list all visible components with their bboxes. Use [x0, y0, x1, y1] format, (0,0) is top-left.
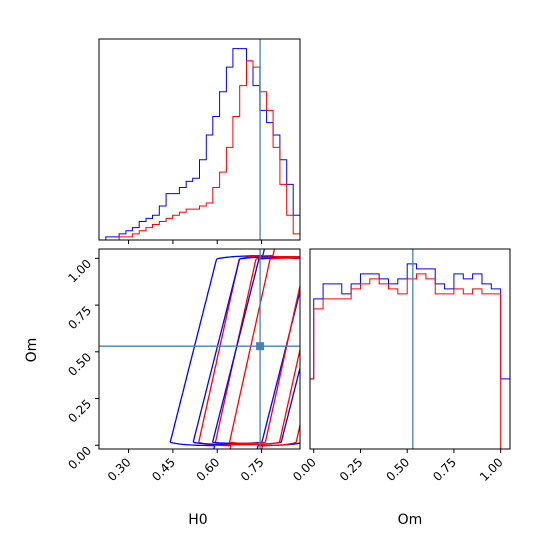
h0-hist-series-2 — [99, 60, 300, 240]
om-hist-frame — [309, 248, 511, 450]
xlabel-om: Om — [398, 512, 423, 528]
contour-series-1-level-3 — [211, 257, 300, 444]
om-hist-series-1 — [310, 263, 510, 449]
om-hist-xtick-label: 1.00 — [477, 455, 506, 484]
h0-om-contour-panel: 0.30 0.45 0.60 0.75 0.00 0.25 0.50 0.75 1.00 — [65, 248, 301, 484]
om-histogram-panel: 0.00 0.25 0.50 0.75 1.00 — [290, 248, 511, 484]
truth-marker — [256, 342, 265, 351]
contour-series-2-level-3 — [228, 257, 300, 444]
h0-hist-plot-area — [99, 39, 300, 240]
joint-ytick-label: 0.75 — [65, 303, 94, 332]
h0-histogram-panel — [98, 38, 301, 244]
contour-series-1-level-2 — [192, 255, 300, 446]
h0-hist-series-1 — [99, 48, 300, 240]
joint-xtick-label: 0.75 — [238, 455, 267, 484]
joint-frame — [98, 248, 301, 450]
om-hist-plot-area — [310, 249, 510, 449]
joint-xtick-label: 0.60 — [194, 455, 223, 484]
joint-xtick-label: 0.45 — [149, 455, 178, 484]
om-hist-xtick-label: 0.00 — [290, 455, 319, 484]
ylabel-om: Om — [24, 338, 40, 363]
h0-hist-frame — [98, 38, 301, 241]
joint-ytick-label: 0.25 — [65, 397, 94, 426]
joint-ytick-label: 0.00 — [65, 443, 94, 472]
joint-xtick-label: 0.30 — [105, 455, 134, 484]
joint-ytick-label: 0.50 — [65, 350, 94, 379]
joint-plot-area — [99, 249, 300, 449]
xlabel-h0: H0 — [188, 512, 207, 528]
om-hist-xtick-label: 0.50 — [384, 455, 413, 484]
om-hist-series-2 — [310, 273, 510, 449]
om-hist-xtick-label: 0.75 — [430, 455, 459, 484]
joint-ytick-label: 1.00 — [65, 257, 94, 286]
om-hist-xtick-label: 0.25 — [337, 455, 366, 484]
